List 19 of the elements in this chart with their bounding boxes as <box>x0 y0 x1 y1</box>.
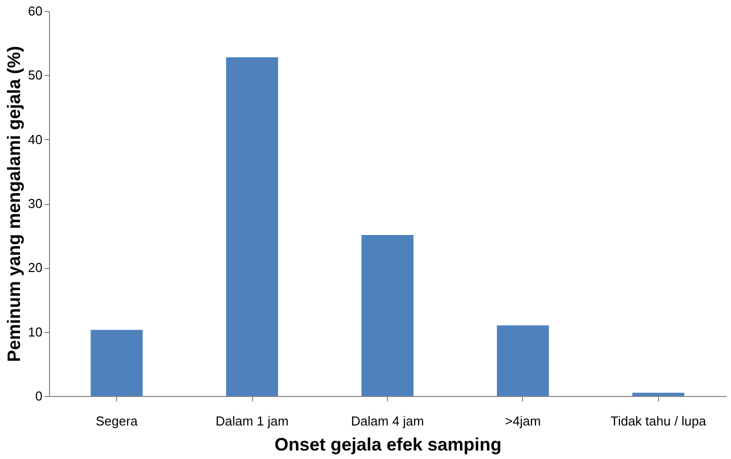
y-tick-label: 60 <box>28 4 42 18</box>
y-tick-label: 0 <box>35 388 42 404</box>
bar <box>632 392 684 396</box>
x-tick-label: Dalam 1 jam <box>216 414 289 428</box>
bar <box>226 57 278 396</box>
y-tick-label: 50 <box>28 68 42 83</box>
x-tick-label: >4jam <box>505 414 541 428</box>
x-axis-title: Onset gejala efek samping <box>274 434 502 454</box>
y-tick-label: 30 <box>28 196 42 211</box>
y-tick-label: 40 <box>28 132 42 147</box>
x-tick-label: Tidak tahu / lupa <box>610 414 707 428</box>
y-tick-label: 20 <box>28 260 42 276</box>
bar <box>362 234 414 396</box>
bar <box>496 325 549 396</box>
x-tick-label: Segera <box>96 414 138 428</box>
x-tick-label: Dalam 4 jam <box>351 414 424 428</box>
bar <box>90 330 143 396</box>
y-tick-label: 10 <box>28 324 42 340</box>
y-axis-title: Peminum yang mengalami gejala (%) <box>4 46 24 362</box>
